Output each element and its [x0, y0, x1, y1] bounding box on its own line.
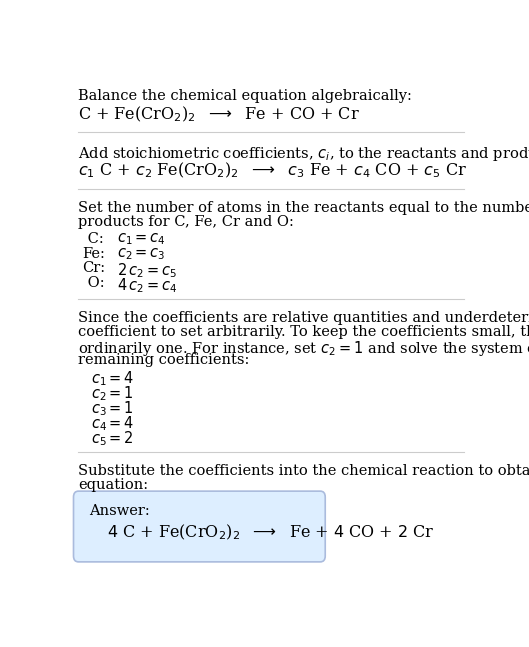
Text: $c_5 = 2$: $c_5 = 2$: [91, 430, 133, 448]
Text: Balance the chemical equation algebraically:: Balance the chemical equation algebraica…: [78, 89, 412, 103]
Text: $c_4 = 4$: $c_4 = 4$: [91, 415, 134, 433]
Text: C:: C:: [83, 232, 103, 246]
Text: Answer:: Answer:: [89, 504, 149, 518]
Text: $c_1$ C + $c_2$ Fe(CrO$_2$)$_2$  $\longrightarrow$  $c_3$ Fe + $c_4$ CO + $c_5$ : $c_1$ C + $c_2$ Fe(CrO$_2$)$_2$ $\longri…: [78, 161, 468, 181]
Text: $c_2 = 1$: $c_2 = 1$: [91, 384, 133, 403]
Text: coefficient to set arbitrarily. To keep the coefficients small, the arbitrary va: coefficient to set arbitrarily. To keep …: [78, 325, 529, 339]
Text: $c_1 = c_4$: $c_1 = c_4$: [117, 232, 166, 247]
Text: O:: O:: [83, 276, 104, 291]
Text: $4$ C + Fe(CrO$_2$)$_2$  $\longrightarrow$  Fe + $4$ CO + $2$ Cr: $4$ C + Fe(CrO$_2$)$_2$ $\longrightarrow…: [107, 523, 435, 542]
Text: Cr:: Cr:: [83, 261, 106, 276]
Text: equation:: equation:: [78, 478, 149, 492]
Text: products for C, Fe, Cr and O:: products for C, Fe, Cr and O:: [78, 215, 294, 229]
Text: Set the number of atoms in the reactants equal to the number of atoms in the: Set the number of atoms in the reactants…: [78, 201, 529, 215]
Text: C + Fe(CrO$_2$)$_2$  $\longrightarrow$  Fe + CO + Cr: C + Fe(CrO$_2$)$_2$ $\longrightarrow$ Fe…: [78, 105, 360, 124]
Text: Since the coefficients are relative quantities and underdetermined, choose a: Since the coefficients are relative quan…: [78, 311, 529, 325]
Text: Substitute the coefficients into the chemical reaction to obtain the balanced: Substitute the coefficients into the che…: [78, 465, 529, 478]
Text: $c_2 = c_3$: $c_2 = c_3$: [117, 247, 166, 262]
Text: ordinarily one. For instance, set $c_2 = 1$ and solve the system of equations fo: ordinarily one. For instance, set $c_2 =…: [78, 339, 529, 358]
Text: $2\,c_2 = c_5$: $2\,c_2 = c_5$: [117, 261, 178, 280]
Text: remaining coefficients:: remaining coefficients:: [78, 353, 250, 367]
Text: $c_3 = 1$: $c_3 = 1$: [91, 399, 133, 418]
Text: Fe:: Fe:: [83, 247, 105, 261]
Text: $c_1 = 4$: $c_1 = 4$: [91, 369, 134, 388]
Text: Add stoichiometric coefficients, $c_i$, to the reactants and products:: Add stoichiometric coefficients, $c_i$, …: [78, 145, 529, 163]
FancyBboxPatch shape: [74, 491, 325, 562]
Text: $4\,c_2 = c_4$: $4\,c_2 = c_4$: [117, 276, 178, 295]
